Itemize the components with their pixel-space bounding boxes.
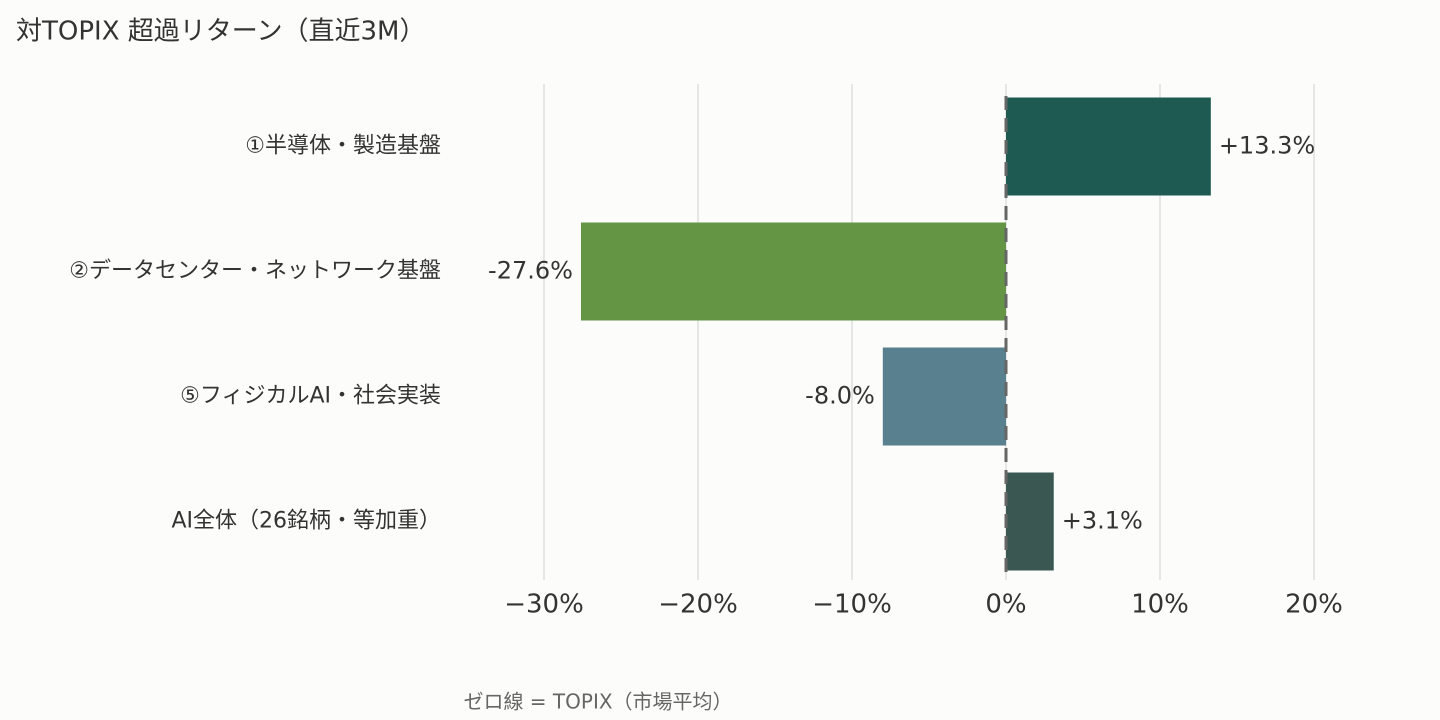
y-tick-label: ⑤フィジカルAI・社会実装 [180, 384, 441, 409]
bar [1006, 97, 1211, 196]
x-tick-label: −20% [658, 590, 738, 620]
x-tick-label: 10% [1131, 590, 1189, 620]
value-label: -27.6% [488, 257, 573, 285]
y-tick-label: ②データセンター・ネットワーク基盤 [69, 259, 441, 284]
value-label: -8.0% [805, 382, 875, 410]
x-tick-label: 0% [985, 590, 1026, 620]
bar [580, 222, 1006, 321]
x-tick-label: −10% [812, 590, 892, 620]
x-tick-label: 20% [1285, 590, 1343, 620]
x-tick-label: −30% [504, 590, 584, 620]
value-label: +3.1% [1062, 507, 1143, 535]
y-tick-label: ①半導体・製造基盤 [245, 134, 441, 159]
bar [1006, 472, 1054, 571]
value-label: +13.3% [1219, 132, 1315, 160]
bar [882, 347, 1006, 446]
chart-title: 対TOPIX 超過リターン（直近3M） [16, 17, 425, 47]
y-tick-label: AI全体（26銘柄・等加重） [171, 509, 441, 534]
annotation: ゼロ線 = TOPIX（市場平均） [463, 690, 732, 714]
